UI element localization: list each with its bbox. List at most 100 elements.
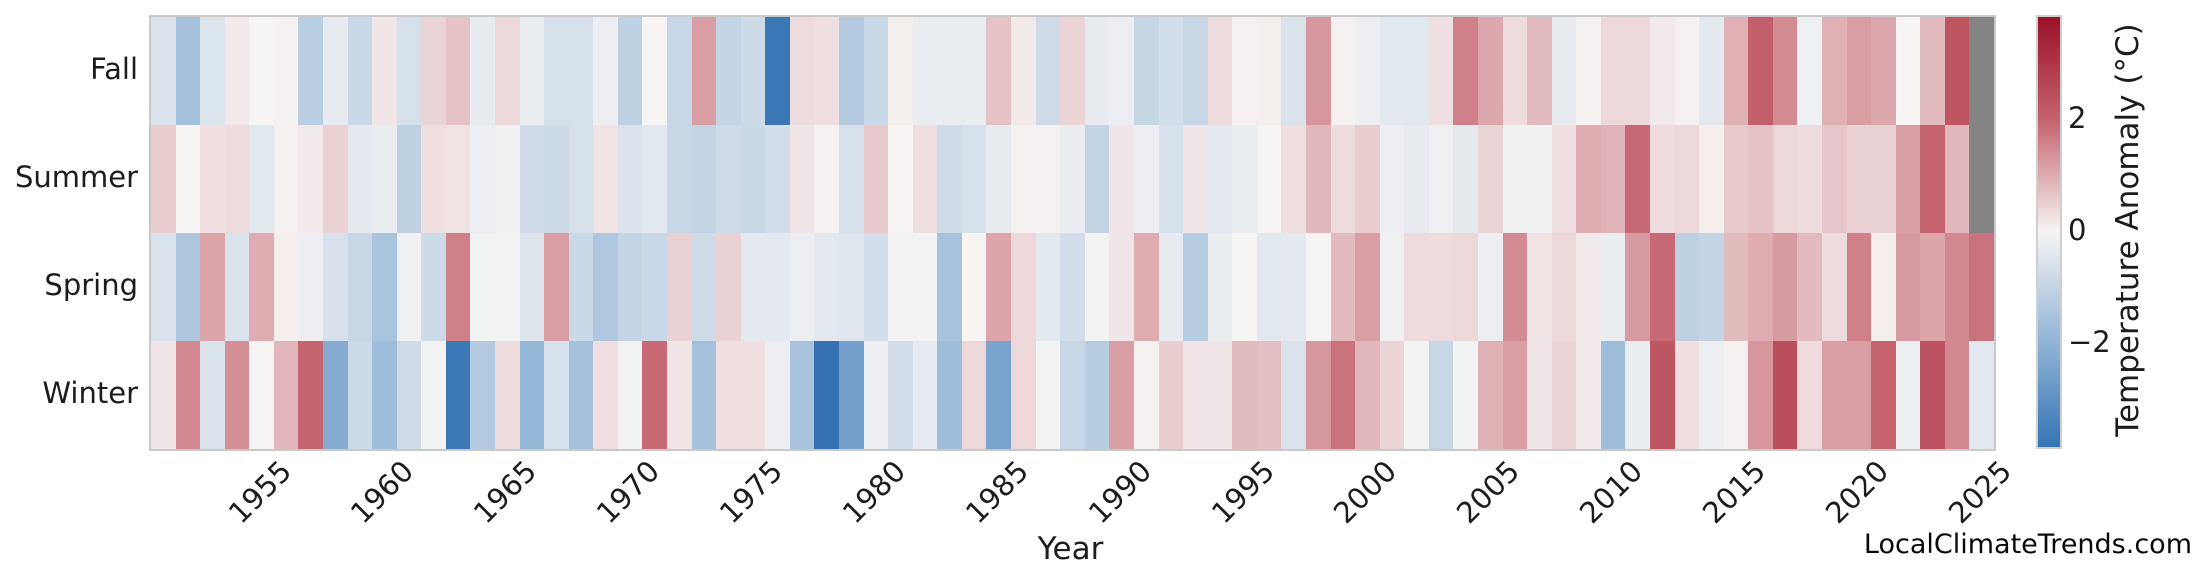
heatmap-cell: [175, 125, 201, 233]
heatmap-cell: [1944, 17, 1970, 125]
x-tick-label-1975: 1975: [712, 453, 790, 531]
heatmap-cell: [1035, 233, 1061, 341]
heatmap-cell: [1821, 125, 1847, 233]
heatmap-cell: [151, 341, 176, 449]
watermark-text: LocalClimateTrends.com: [1863, 529, 2192, 560]
heatmap-cell: [1281, 233, 1306, 341]
heatmap-cell: [298, 341, 323, 449]
heatmap-cell: [1011, 17, 1036, 125]
heatmap-cell: [1600, 233, 1626, 341]
heatmap-cell: [1502, 125, 1528, 233]
heatmap-cell: [1158, 17, 1184, 125]
heatmap-cell: [568, 233, 594, 341]
heatmap-cell: [323, 125, 348, 233]
heatmap-plot: [149, 15, 1996, 451]
heatmap-cell: [1281, 341, 1306, 449]
heatmap-cell: [1649, 125, 1675, 233]
heatmap-cell: [1527, 125, 1552, 233]
heatmap-cell: [175, 341, 201, 449]
heatmap-cell: [470, 341, 496, 449]
heatmap-cell: [372, 233, 397, 341]
heatmap-cell: [1846, 17, 1872, 125]
heatmap-cell: [1133, 233, 1159, 341]
heatmap-cell: [323, 233, 348, 341]
heatmap-cell: [1649, 233, 1675, 341]
heatmap-cell: [1649, 17, 1675, 125]
heatmap-cell: [1723, 341, 1749, 449]
colorbar-title: Temperature Anomaly (°C): [2110, 23, 2146, 437]
heatmap-cell: [1699, 341, 1724, 449]
heatmap-cell: [1625, 233, 1650, 341]
heatmap-cell: [1551, 233, 1577, 341]
heatmap-cell: [1477, 125, 1503, 233]
heatmap-cell: [765, 233, 790, 341]
colorbar-tick-2: 2: [2068, 101, 2087, 136]
heatmap-cell: [1355, 125, 1380, 233]
heatmap-cell: [961, 125, 987, 233]
heatmap-cell: [912, 17, 938, 125]
heatmap-cell: [151, 125, 176, 233]
heatmap-cell: [1723, 17, 1749, 125]
heatmap-cell: [200, 233, 225, 341]
heatmap-cell: [1502, 233, 1528, 341]
heatmap-cell: [1232, 341, 1257, 449]
heatmap-cell: [1355, 233, 1380, 341]
heatmap-cell: [1084, 341, 1110, 449]
heatmap-cell: [1944, 233, 1970, 341]
heatmap-cell: [642, 341, 668, 449]
heatmap-cell: [1625, 17, 1650, 125]
heatmap-cell: [1699, 17, 1724, 125]
heatmap-cell: [1379, 341, 1405, 449]
heatmap-cell: [789, 125, 815, 233]
heatmap-cell: [716, 341, 741, 449]
heatmap-cell: [1576, 341, 1601, 449]
heatmap-cell: [1502, 341, 1528, 449]
heatmap-cell: [888, 17, 913, 125]
x-axis-title: Year: [1037, 531, 1104, 567]
heatmap-cell: [200, 341, 225, 449]
heatmap-cell: [986, 341, 1012, 449]
heatmap-cell: [470, 125, 496, 233]
heatmap-cell: [1748, 125, 1773, 233]
x-tick-label-1970: 1970: [590, 453, 667, 531]
heatmap-cell: [593, 341, 618, 449]
heatmap-cell: [1895, 17, 1921, 125]
heatmap-cell: [716, 233, 741, 341]
heatmap-cell: [1060, 341, 1085, 449]
heatmap-cell: [1821, 233, 1847, 341]
heatmap-cell: [839, 233, 864, 341]
heatmap-cell: [1060, 17, 1085, 125]
x-tick-label-1965: 1965: [467, 453, 544, 531]
heatmap-cell: [1920, 341, 1945, 449]
heatmap-cell: [1527, 341, 1552, 449]
heatmap-cell: [912, 341, 938, 449]
heatmap-cell: [1920, 125, 1945, 233]
heatmap-cell: [1576, 125, 1601, 233]
heatmap-cell: [1846, 233, 1872, 341]
heatmap-cell: [1871, 17, 1896, 125]
heatmap-cell: [298, 233, 323, 341]
heatmap-cell: [1355, 17, 1380, 125]
heatmap-cell: [740, 125, 766, 233]
heatmap-cells: [151, 17, 1994, 449]
heatmap-cell: [863, 125, 889, 233]
heatmap-cell: [1256, 17, 1282, 125]
heatmap-cell: [421, 233, 446, 341]
heatmap-cell: [175, 17, 201, 125]
heatmap-cell: [667, 233, 692, 341]
heatmap-cell: [200, 125, 225, 233]
heatmap-cell: [445, 233, 471, 341]
x-tick-label-2020: 2020: [1818, 453, 1895, 531]
heatmap-cell: [1109, 233, 1134, 341]
heatmap-cell: [1281, 17, 1306, 125]
heatmap-cell: [1404, 125, 1429, 233]
heatmap-cell: [912, 233, 938, 341]
heatmap-cell: [1551, 341, 1577, 449]
heatmap-cell: [888, 341, 913, 449]
heatmap-cell: [1625, 341, 1650, 449]
heatmap-cell: [814, 17, 840, 125]
x-tick-label-1980: 1980: [835, 453, 913, 531]
heatmap-cell: [1576, 233, 1601, 341]
heatmap-cell: [1158, 341, 1184, 449]
heatmap-cell: [470, 17, 496, 125]
